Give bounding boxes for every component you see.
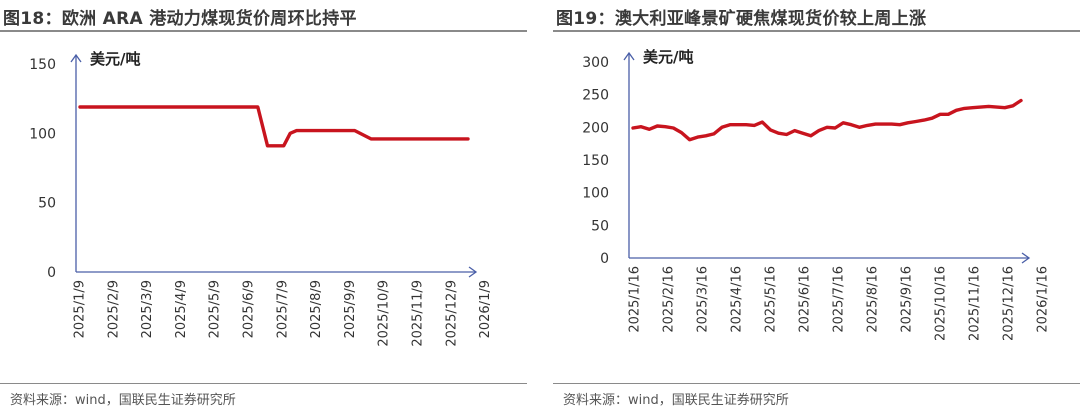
x-tick-label: 2025/10/16: [934, 266, 949, 341]
x-tick-label: 2025/8/16: [866, 266, 881, 333]
chart-panel-left: 图18：欧洲 ARA 港动力煤现货价周环比持平 美元/吨 150 100 50 0 202…: [0, 0, 527, 411]
x-tick-label: 2025/8/9: [309, 280, 324, 338]
chart-right-svg: 美元/吨 300 250 200 150 100 50 0 2025/1/16 2025/2/16…: [582, 48, 1051, 341]
x-tick-label: 2025/7/16: [832, 266, 847, 333]
x-tick-label: 2025/6/9: [242, 280, 257, 338]
title-divider: [553, 30, 1080, 32]
x-tick-label: 2025/12/9: [444, 280, 459, 347]
x-tick-label: 2025/4/16: [730, 266, 745, 333]
x-tick-label: 2025/12/16: [1002, 266, 1017, 341]
chart-title: 图18：欧洲 ARA 港动力煤现货价周环比持平: [3, 9, 357, 29]
x-tick-label: 2025/3/9: [140, 280, 155, 338]
x-tick-label: 2025/2/16: [662, 266, 677, 333]
x-tick-label: 2026/1/9: [478, 280, 493, 338]
chart-title: 图19：澳大利亚峰景矿硬焦煤现货价较上周上涨: [556, 9, 927, 29]
x-tick-label: 2025/5/16: [764, 266, 779, 333]
x-tick-label: 2026/1/16: [1036, 266, 1051, 333]
x-axis-arrow: [468, 266, 478, 278]
title-divider: [0, 30, 527, 32]
x-tick-label: 2025/9/16: [900, 266, 915, 333]
y-axis-arrow: [623, 51, 635, 61]
y-tick-label: 0: [47, 265, 56, 281]
y-tick-label: 50: [591, 218, 609, 234]
y-tick-label: 300: [582, 55, 609, 71]
x-tick-label: 2025/4/9: [174, 280, 189, 338]
x-tick-label: 2025/7/9: [275, 280, 290, 338]
source-note: 资料来源：wind，国联民生证券研究所: [10, 393, 236, 408]
x-tick-label: 2025/2/9: [106, 280, 121, 338]
x-tick-label: 2025/9/9: [343, 280, 358, 338]
chart-panel-right: 图19：澳大利亚峰景矿硬焦煤现货价较上周上涨 美元/吨 300 250 200 150 1…: [553, 0, 1080, 411]
x-tick-label: 2025/11/9: [411, 280, 426, 347]
y-tick-label: 100: [29, 126, 56, 142]
x-axis-arrow: [1021, 252, 1031, 264]
y-tick-label: 50: [38, 196, 56, 212]
x-tick-label: 2025/1/16: [628, 266, 643, 333]
x-tick-label: 2025/6/16: [798, 266, 813, 333]
x-tick-label: 2025/3/16: [696, 266, 711, 333]
y-tick-label: 0: [600, 251, 609, 267]
chart-left-svg: 美元/吨 150 100 50 0 2025/1/9 2025/2/9 2025/3/9 202…: [29, 50, 493, 347]
price-series-line: [631, 98, 1023, 142]
price-series-line: [78, 105, 470, 148]
y-tick-label: 100: [582, 186, 609, 202]
source-divider: [553, 383, 1080, 384]
x-tick-label: 2025/5/9: [208, 280, 223, 338]
unit-label: 美元/吨: [643, 48, 693, 66]
y-axis-arrow: [70, 53, 82, 63]
source-note: 资料来源：wind，国联民生证券研究所: [563, 393, 789, 408]
x-tick-label: 2025/1/9: [73, 280, 88, 338]
x-tick-label: 2025/11/16: [968, 266, 983, 341]
y-tick-label: 150: [582, 153, 609, 169]
y-tick-label: 150: [29, 57, 56, 73]
unit-label: 美元/吨: [90, 50, 140, 68]
y-tick-label: 200: [582, 120, 609, 136]
source-divider: [0, 383, 527, 384]
x-tick-label: 2025/10/9: [377, 280, 392, 347]
y-tick-label: 250: [582, 88, 609, 104]
